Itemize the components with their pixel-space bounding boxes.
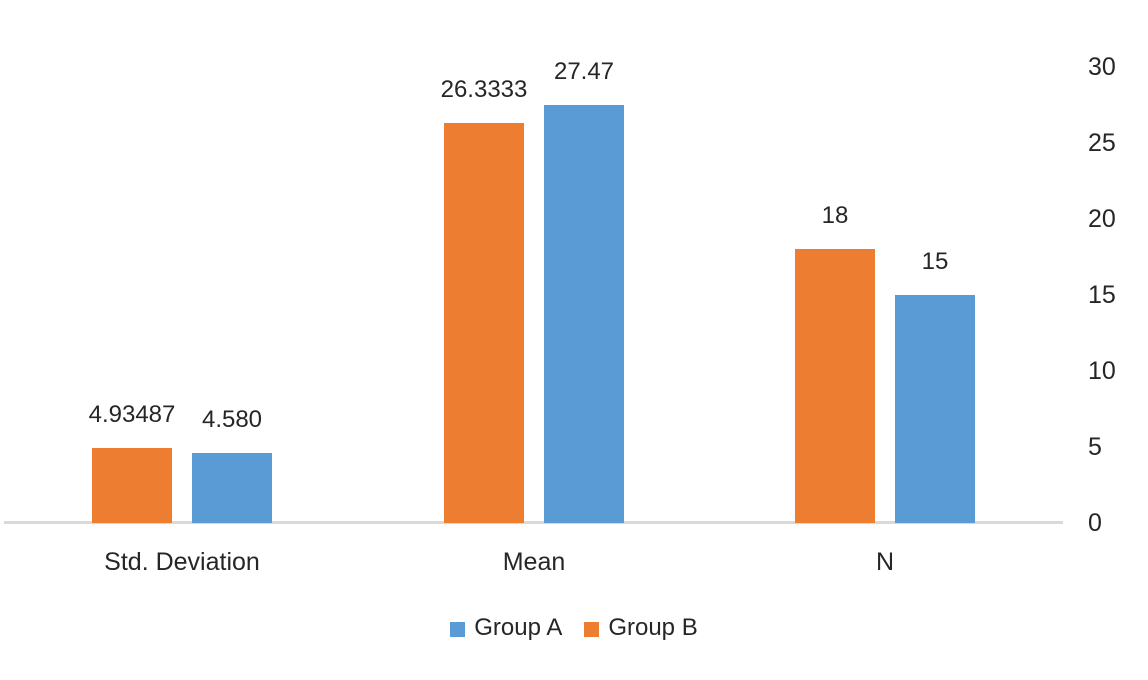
legend-item-group-a: Group A	[450, 612, 562, 644]
data-label-group-b-mean: 26.3333	[440, 76, 528, 103]
x-category-label-mean: Mean	[502, 548, 566, 576]
y-axis-tick-label-5: 5	[1088, 433, 1102, 461]
legend-swatch-group-b	[584, 621, 600, 637]
y-axis-tick-label-20: 20	[1088, 205, 1116, 233]
data-label-group-a-n: 15	[921, 248, 949, 275]
data-label-group-a-mean: 27.47	[553, 58, 615, 85]
bar-group-a-std-deviation	[192, 453, 272, 523]
data-label-group-a-std-deviation: 4.580	[201, 406, 263, 433]
legend-label-group-b: Group B	[608, 614, 698, 641]
y-axis-tick-label-0: 0	[1088, 509, 1102, 537]
x-category-label-n: N	[875, 548, 895, 576]
bar-group-b-n	[795, 249, 875, 523]
bar-group-a-mean	[544, 105, 624, 523]
x-axis-line	[4, 521, 1063, 524]
legend-item-group-b: Group B	[584, 612, 698, 644]
bar-group-a-n	[895, 295, 975, 523]
data-label-group-b-n: 18	[821, 202, 849, 229]
x-category-label-std-deviation: Std. Deviation	[104, 548, 260, 576]
bar-group-b-mean	[444, 123, 524, 523]
legend-label-group-a: Group A	[474, 614, 563, 641]
legend: Group A Group B	[0, 612, 1148, 644]
legend-swatch-group-a	[450, 621, 466, 637]
y-axis-tick-label-30: 30	[1088, 53, 1116, 81]
y-axis-tick-label-15: 15	[1088, 281, 1116, 309]
data-label-group-b-std-deviation: 4.93487	[88, 401, 176, 428]
bar-group-b-std-deviation	[92, 448, 172, 523]
y-axis-tick-label-25: 25	[1088, 129, 1116, 157]
y-axis-tick-label-10: 10	[1088, 357, 1116, 385]
